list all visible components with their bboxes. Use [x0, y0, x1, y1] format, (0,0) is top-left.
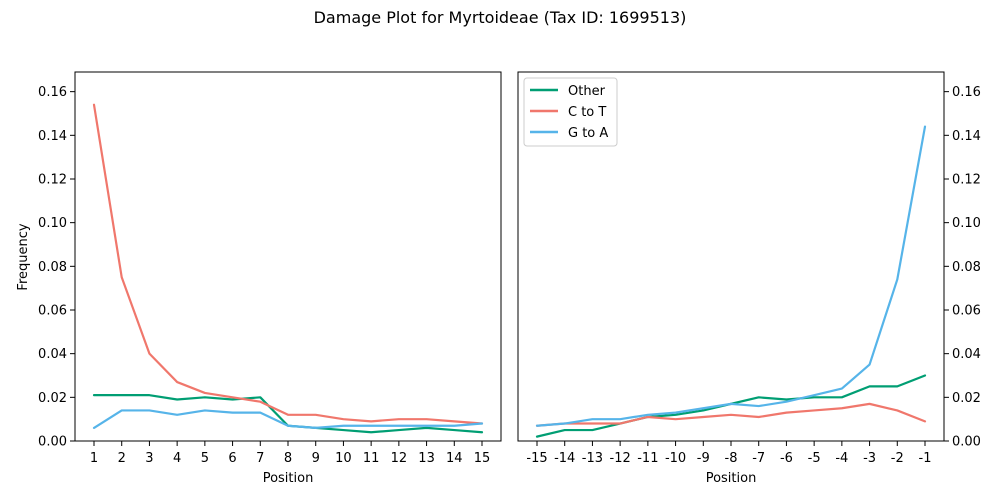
- x-tick-label-right-9: -6: [780, 451, 793, 466]
- legend-label-other: Other: [568, 84, 606, 99]
- y-tick-label-right-2: 0.04: [952, 347, 981, 362]
- x-tick-label-right-3: -12: [610, 451, 631, 466]
- series-line-right-g-to-a: [535, 125, 927, 427]
- x-tick-label-left-13: 14: [446, 451, 463, 466]
- y-tick-label-right-5: 0.10: [952, 216, 981, 231]
- chart-title: Damage Plot for Myrtoideae (Tax ID: 1699…: [314, 8, 687, 27]
- x-tick-label-left-7: 8: [284, 451, 292, 466]
- y-tick-label-left-3: 0.06: [38, 303, 67, 318]
- x-tick-label-left-2: 3: [145, 451, 153, 466]
- series-line-left-g-to-a: [92, 409, 484, 429]
- x-tick-label-left-5: 6: [228, 451, 236, 466]
- x-tick-label-left-8: 9: [312, 451, 320, 466]
- x-tick-label-left-9: 10: [335, 451, 352, 466]
- y-tick-label-right-0: 0.00: [952, 435, 981, 450]
- x-tick-label-right-12: -3: [863, 451, 876, 466]
- x-tick-label-left-12: 13: [418, 451, 435, 466]
- x-tick-label-right-10: -5: [808, 451, 821, 466]
- y-tick-label-left-8: 0.16: [38, 85, 67, 100]
- x-tick-label-right-0: -15: [526, 451, 547, 466]
- x-tick-label-right-13: -2: [891, 451, 904, 466]
- y-tick-label-left-1: 0.02: [38, 391, 67, 406]
- x-tick-label-right-5: -10: [665, 451, 686, 466]
- legend-label-c-to-t: C to T: [568, 105, 606, 120]
- y-tick-label-right-6: 0.12: [952, 172, 981, 187]
- y-tick-label-left-4: 0.08: [38, 260, 67, 275]
- y-tick-label-left-7: 0.14: [38, 129, 67, 144]
- plot-area-left: [74, 71, 502, 442]
- y-tick-label-left-6: 0.12: [38, 172, 67, 187]
- x-tick-label-left-11: 12: [391, 451, 408, 466]
- x-tick-label-right-4: -11: [637, 451, 658, 466]
- y-tick-label-left-5: 0.10: [38, 216, 67, 231]
- x-tick-label-right-14: -1: [919, 451, 932, 466]
- y-tick-label-right-4: 0.08: [952, 260, 981, 275]
- x-tick-label-left-6: 7: [256, 451, 264, 466]
- legend-label-g-to-a: G to A: [568, 126, 608, 141]
- y-tick-label-right-7: 0.14: [952, 129, 981, 144]
- y-tick-label-right-8: 0.16: [952, 85, 981, 100]
- y-tick-label-right-1: 0.02: [952, 391, 981, 406]
- x-tick-label-right-2: -13: [582, 451, 603, 466]
- x-axis-label-right: Position: [706, 471, 757, 486]
- x-tick-label-left-0: 1: [90, 451, 98, 466]
- series-line-left-c-to-t: [92, 103, 484, 425]
- x-tick-label-left-14: 15: [474, 451, 491, 466]
- x-tick-label-right-7: -8: [725, 451, 738, 466]
- y-tick-label-left-2: 0.04: [38, 347, 67, 362]
- x-tick-label-right-6: -9: [697, 451, 710, 466]
- y-tick-label-right-3: 0.06: [952, 303, 981, 318]
- x-tick-label-left-10: 11: [363, 451, 380, 466]
- x-tick-label-left-3: 4: [173, 451, 181, 466]
- x-tick-label-left-4: 5: [201, 451, 209, 466]
- y-axis-label: Frequency: [16, 223, 31, 290]
- x-tick-label-right-1: -14: [554, 451, 575, 466]
- x-tick-label-right-11: -4: [835, 451, 848, 466]
- panel-three-prime: 0.00 0.02 0.04 0.06 0.08 0.10 0.12 0.14 0.16 -15…: [517, 71, 981, 486]
- y-tick-label-left-0: 0.00: [38, 435, 67, 450]
- x-axis-label-left: Position: [263, 471, 314, 486]
- legend: Other C to T G to A: [523, 77, 618, 147]
- series-line-right-c-to-t: [535, 402, 927, 427]
- x-tick-label-right-8: -7: [752, 451, 765, 466]
- x-tick-label-left-1: 2: [118, 451, 126, 466]
- legend-box: [523, 77, 618, 147]
